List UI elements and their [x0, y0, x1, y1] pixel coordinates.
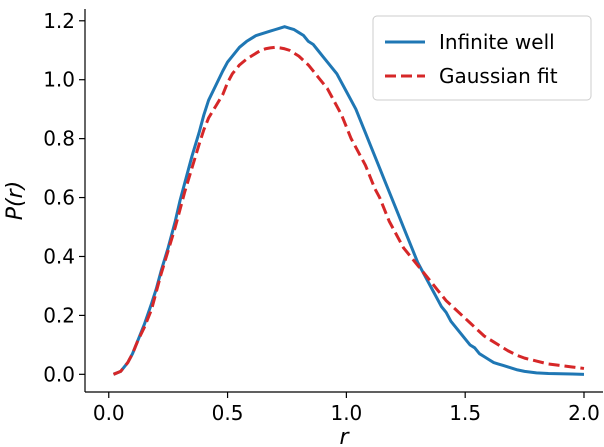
x-axis-label: r [339, 425, 350, 447]
series-layer [112, 25, 585, 376]
axes [84, 9, 603, 393]
y-tick-label: 0.8 [43, 127, 75, 151]
x-tick-label: 1.5 [449, 401, 481, 425]
x-tick-label: 0.5 [212, 401, 244, 425]
y-tick-label: 1.0 [43, 68, 75, 92]
y-tick-label: 0.4 [43, 244, 75, 268]
y-axis-label: P(r) [3, 181, 28, 220]
legend-label: Infinite well [439, 30, 555, 54]
y-tick-label: 1.2 [43, 9, 75, 33]
series-line-infinite-well [112, 25, 585, 376]
x-tick-label: 2.0 [568, 401, 600, 425]
legend-box [372, 15, 592, 101]
x-tick-label: 1.0 [330, 401, 362, 425]
y-tick-label: 0.0 [43, 362, 75, 386]
x-tick-label: 0.0 [93, 401, 125, 425]
ticks: 0.0 0.5 1.0 1.5 2.0 0.0 0.2 0.4 0.6 0.8 1.0 1.2 [43, 9, 600, 425]
series-line-gaussian-fit [112, 45, 585, 376]
legend: Infinite well Gaussian fit [372, 15, 592, 101]
y-tick-label: 0.6 [43, 186, 75, 210]
y-tick-label: 0.2 [43, 303, 75, 327]
legend-label: Gaussian fit [439, 64, 558, 88]
